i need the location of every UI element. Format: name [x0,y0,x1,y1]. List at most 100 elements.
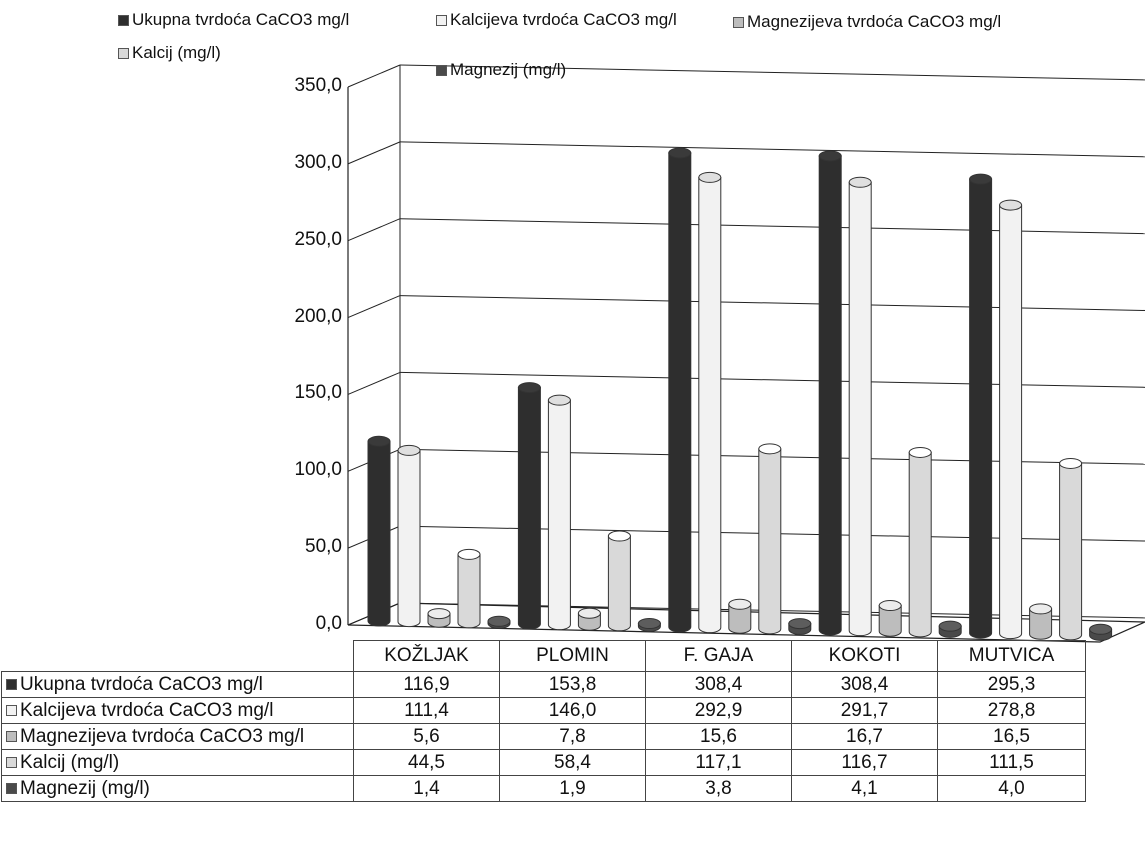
table-cell: 3,8 [645,775,792,802]
gridline [399,141,1145,158]
bar [517,382,541,630]
table-cell: 292,9 [645,697,792,724]
table-corner [1,640,354,672]
bar [367,435,391,627]
table-cell: 4,0 [937,775,1086,802]
bar [397,444,421,628]
y-tick-label: 300,0 [294,151,342,173]
legend-entry: Kalcijeva tvrdoća CaCO3 mg/l [436,10,677,30]
series-label: Kalcijeva tvrdoća CaCO3 mg/l [1,697,354,724]
legend-swatch [436,64,447,76]
series-label: Magnezijeva tvrdoća CaCO3 mg/l [1,723,354,750]
bar [938,620,962,638]
legend-entry: Magnezijeva tvrdoća CaCO3 mg/l [733,12,1001,32]
table-row: Kalcijeva tvrdoća CaCO3 mg/l 111,4 146,0 29… [1,697,1086,724]
table-cell: 308,4 [645,671,792,698]
category-label: PLOMIN [499,640,646,672]
bar [728,598,752,634]
legend-entry: Magnezij (mg/l) [436,60,566,80]
legend-label: Ukupna tvrdoća CaCO3 mg/l [132,10,350,29]
legend-label: Kalcij (mg/l) [132,43,221,62]
bar [818,150,842,636]
legend-swatch [436,14,447,26]
table-cell: 58,4 [499,749,646,776]
series-label: Ukupna tvrdoća CaCO3 mg/l [1,671,354,698]
bar [457,548,481,629]
table-row: Kalcij (mg/l) 44,5 58,4 117,1 116,7 111,5 [1,749,1086,776]
legend-swatch [118,47,129,59]
bar [607,530,631,632]
bar [698,171,722,634]
table-cell: 1,9 [499,775,646,802]
table-cell: 44,5 [353,749,500,776]
bar [1089,623,1113,641]
table-row: Magnezij (mg/l) 1,4 1,9 3,8 4,1 4,0 [1,775,1086,802]
bar [908,446,932,638]
series-name: Kalcij (mg/l) [20,751,120,773]
table-cell: 7,8 [499,723,646,750]
y-tick-label: 0,0 [315,613,342,634]
gridline [399,64,1145,81]
series-swatch [6,782,17,794]
table-cell: 116,7 [791,749,938,776]
bar [637,617,661,632]
table-cell: 146,0 [499,697,646,724]
table-cell: 1,4 [353,775,500,802]
gridline-diagonal [347,218,401,242]
bar [668,147,692,633]
y-tick-label: 100,0 [294,459,342,481]
table-cell: 16,7 [791,723,938,750]
gridline-diagonal [347,141,401,165]
legend-entry: Ukupna tvrdoća CaCO3 mg/l [118,10,349,30]
bars [367,147,1113,641]
gridline-diagonal [347,371,401,395]
bar [547,394,571,631]
table-cell: 291,7 [791,697,938,724]
data-table: KOŽLJAK PLOMIN F. GAJA KOKOTI MUTVICA Uk… [1,640,1086,802]
table-row: Magnezijeva tvrdoća CaCO3 mg/l 5,6 7,8 15,6… [1,723,1086,750]
category-label: F. GAJA [645,640,792,672]
series-name: Ukupna tvrdoća CaCO3 mg/l [20,673,263,695]
legend-entry: Kalcij (mg/l) [118,43,221,63]
table-cell: 153,8 [499,671,646,698]
series-name: Magnezij (mg/l) [20,777,150,799]
bar [1059,457,1083,641]
y-tick-label: 150,0 [294,382,342,404]
gridline-diagonal [347,295,401,319]
table-header-row: KOŽLJAK PLOMIN F. GAJA KOKOTI MUTVICA [1,640,1086,672]
legend-label: Magnezij (mg/l) [450,60,567,79]
table-cell: 16,5 [937,723,1086,750]
category-label: MUTVICA [937,640,1086,672]
y-tick-label: 50,0 [305,536,342,558]
gridlines [347,64,1145,626]
bar [999,199,1023,640]
table-cell: 295,3 [937,671,1086,698]
series-name: Magnezijeva tvrdoća CaCO3 mg/l [20,725,305,747]
bar [758,443,782,635]
y-tick-label: 200,0 [294,305,342,327]
legend-swatch [118,14,129,26]
y-tick-label: 350,0 [294,75,342,96]
gridline [399,218,1145,235]
table-cell: 111,4 [353,697,500,724]
gridline [399,295,1145,311]
series-label: Magnezij (mg/l) [1,775,354,802]
table-cell: 5,6 [353,723,500,750]
bar [788,618,812,635]
bar [848,176,872,637]
y-tick-label: 250,0 [294,228,342,250]
series-swatch [6,756,17,768]
series-label: Kalcij (mg/l) [1,749,354,776]
table-cell: 4,1 [791,775,938,802]
bar [427,608,451,628]
series-swatch [6,678,17,690]
table-cell: 15,6 [645,723,792,750]
bar [1029,603,1053,640]
table-cell: 111,5 [937,749,1086,776]
bar [969,173,993,639]
table-cell: 278,8 [937,697,1086,724]
gridline-diagonal [347,64,401,88]
legend-label: Magnezijeva tvrdoća CaCO3 mg/l [747,12,1002,31]
series-swatch [6,730,17,742]
